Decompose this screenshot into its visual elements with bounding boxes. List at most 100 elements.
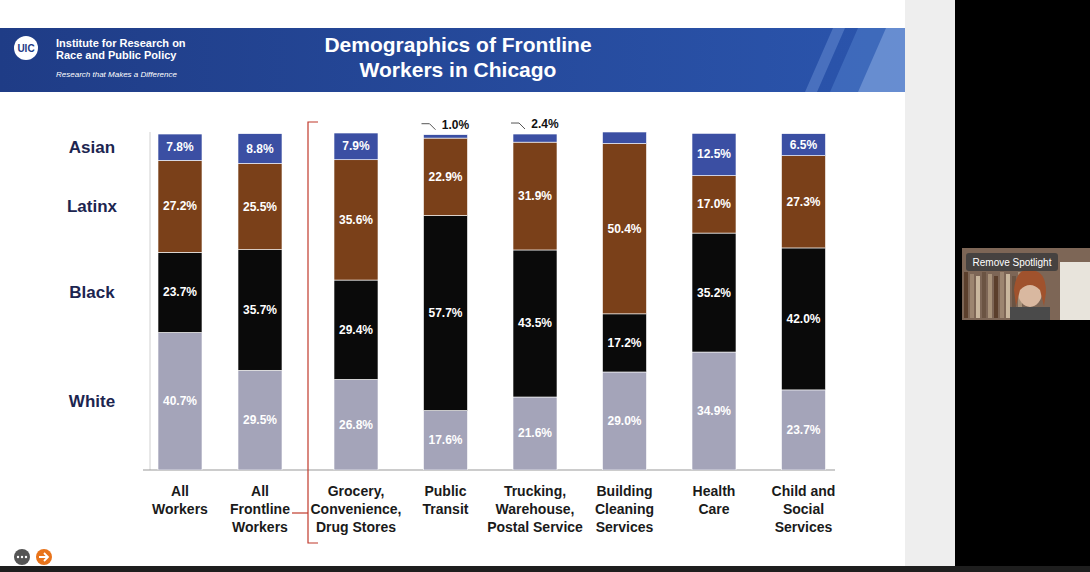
bar-segment bbox=[692, 352, 736, 470]
header-banner bbox=[0, 28, 905, 92]
text-line: Convenience, bbox=[310, 501, 401, 517]
text-line: Institute for Research on bbox=[56, 37, 186, 49]
x-tick-label: All Frontline Workers bbox=[230, 483, 290, 535]
bar-segment bbox=[603, 372, 647, 470]
text-line: Care bbox=[698, 501, 729, 517]
slide-margin bbox=[905, 0, 955, 566]
data-label: 23.7% bbox=[786, 423, 820, 437]
x-tick-label: Health Care bbox=[693, 483, 736, 517]
bar-segment bbox=[238, 163, 282, 249]
spotlight-button[interactable]: Remove Spotlight bbox=[973, 257, 1052, 268]
data-label: 23.7% bbox=[163, 285, 197, 299]
data-label: 8.8% bbox=[246, 142, 274, 156]
data-labels: 40.7%29.5%26.8%17.6%21.6%29.0%34.9%23.7%… bbox=[163, 117, 821, 447]
text-line: All bbox=[171, 483, 189, 499]
bar-segment bbox=[782, 248, 826, 390]
logo: UIC bbox=[17, 43, 34, 54]
data-label: 17.0% bbox=[697, 197, 731, 211]
bookshelf bbox=[1006, 274, 1010, 318]
data-label: 57.7% bbox=[428, 306, 462, 320]
tagline: Research that Makes a Difference bbox=[56, 70, 177, 79]
text-line: Health bbox=[693, 483, 736, 499]
bar-segment bbox=[238, 134, 282, 164]
text-line: Services bbox=[775, 519, 833, 535]
text-line: Demographics of Frontline bbox=[324, 33, 591, 56]
text-line: Warehouse, bbox=[496, 501, 575, 517]
bar-segment bbox=[424, 411, 468, 470]
series-label: White bbox=[69, 392, 115, 411]
toolbar bbox=[0, 566, 1090, 572]
text-line: All bbox=[251, 483, 269, 499]
series-label: Latinx bbox=[67, 197, 118, 216]
shoulders bbox=[1010, 307, 1050, 320]
text-line: Public bbox=[424, 483, 466, 499]
data-label: 12.5% bbox=[697, 147, 731, 161]
bar-segment bbox=[334, 280, 378, 379]
arrow bbox=[39, 553, 48, 561]
x-tick-label: BuildingCleaningServices bbox=[595, 483, 654, 535]
data-label: 35.6% bbox=[339, 213, 373, 227]
wall bbox=[1060, 262, 1090, 320]
hair bbox=[1014, 270, 1046, 306]
data-label: 50.4% bbox=[607, 222, 641, 236]
data-label: 17.6% bbox=[428, 433, 462, 447]
header-stripe bbox=[830, 28, 905, 92]
bar-segment bbox=[782, 390, 826, 470]
spotlight-button-bg bbox=[966, 253, 1058, 271]
bar-segment bbox=[603, 132, 647, 143]
bookshelf bbox=[982, 272, 986, 318]
data-label: 43.5% bbox=[518, 316, 552, 330]
bar-segment bbox=[424, 215, 468, 410]
data-label: 7.9% bbox=[342, 139, 370, 153]
text-line: Frontline bbox=[230, 501, 290, 517]
bar-segment bbox=[158, 252, 202, 332]
bar-segment bbox=[334, 133, 378, 160]
data-label: 6.5% bbox=[790, 138, 818, 152]
text-line: Postal Service bbox=[487, 519, 583, 535]
text-line: Trucking, bbox=[504, 483, 566, 499]
data-label: 27.2% bbox=[163, 199, 197, 213]
text-line: Workers bbox=[232, 519, 288, 535]
bookshelf bbox=[994, 276, 998, 318]
text-line: Building bbox=[597, 483, 653, 499]
data-label: 31.9% bbox=[518, 189, 552, 203]
header-stripe bbox=[805, 28, 845, 92]
menu-dot bbox=[17, 556, 19, 558]
bookshelf bbox=[1000, 272, 1004, 318]
x-tick-label: Grocery,Convenience,Drug Stores bbox=[310, 483, 401, 535]
bar-segment bbox=[692, 233, 736, 352]
data-label: 42.0% bbox=[786, 312, 820, 326]
text-line: Workers bbox=[152, 501, 208, 517]
bar-segment bbox=[424, 138, 468, 215]
next-icon[interactable] bbox=[36, 549, 52, 565]
text-line: Workers in Chicago bbox=[360, 58, 557, 81]
text-line: Transit bbox=[423, 501, 469, 517]
series-label: Asian bbox=[69, 138, 115, 157]
bar-segment bbox=[513, 134, 557, 142]
bar-segment bbox=[334, 160, 378, 280]
data-label: 22.9% bbox=[428, 170, 462, 184]
text-line: Cleaning bbox=[595, 501, 654, 517]
bar-segment bbox=[692, 133, 736, 175]
bar-segment bbox=[158, 134, 202, 160]
data-label: 29.4% bbox=[339, 323, 373, 337]
bar-segment bbox=[692, 176, 736, 233]
x-tick-label: Trucking, Warehouse, Postal Service bbox=[487, 483, 583, 535]
group-bracket bbox=[308, 122, 318, 543]
data-label: 2.4% bbox=[531, 117, 559, 131]
title: Demographics of FrontlineWorkers in Chic… bbox=[324, 33, 591, 81]
data-label: 35.7% bbox=[243, 303, 277, 317]
organization: Institute for Research onRace and Public… bbox=[56, 37, 186, 61]
data-label: 1.0% bbox=[442, 118, 470, 132]
text-line: Drug Stores bbox=[316, 519, 396, 535]
bar-segment bbox=[334, 379, 378, 470]
data-label: 35.2% bbox=[697, 286, 731, 300]
bar-segment bbox=[782, 134, 826, 156]
bar-segment bbox=[158, 160, 202, 252]
slide bbox=[0, 0, 905, 566]
bar-segment bbox=[158, 332, 202, 470]
label-leader bbox=[422, 124, 436, 130]
bar-segment bbox=[603, 143, 647, 313]
y-axis-line bbox=[150, 132, 151, 470]
bar-segment bbox=[603, 314, 647, 372]
